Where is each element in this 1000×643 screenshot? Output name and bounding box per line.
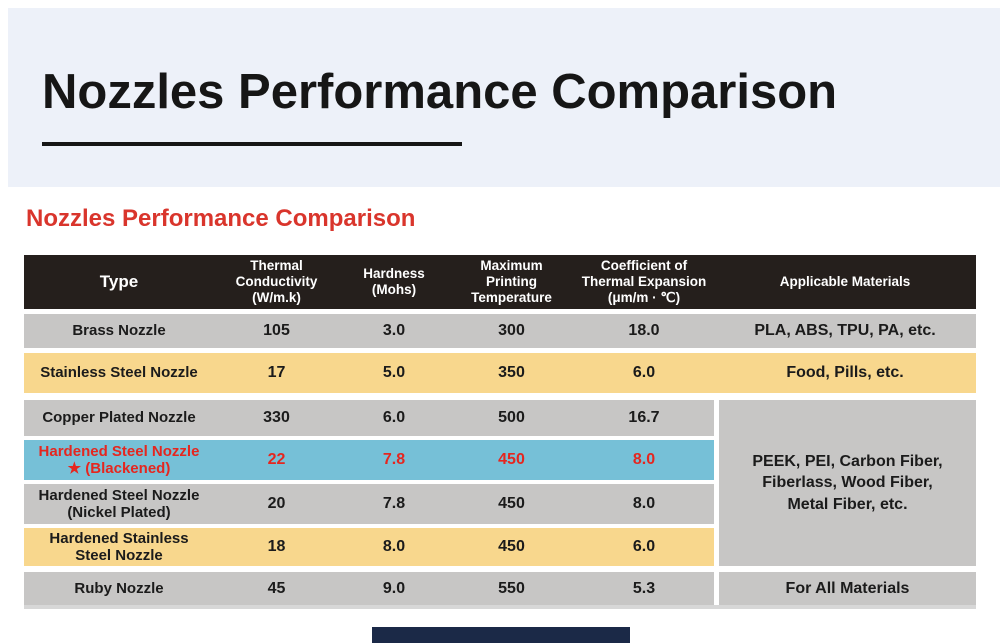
cell-type: Copper Plated Nozzle xyxy=(42,409,196,427)
cell-type: Hardened Stainless Steel Nozzle xyxy=(49,529,189,564)
cell-type: Ruby Nozzle xyxy=(74,579,164,597)
cell-hardness: 7.8 xyxy=(382,451,406,468)
cell-conductivity: 22 xyxy=(267,451,286,468)
cell-hardness: 9.0 xyxy=(382,579,406,597)
cell-hardness: 3.0 xyxy=(382,322,406,339)
cell-materials-merged: PEEK, PEI, Carbon Fiber, Fiberlass, Wood… xyxy=(719,400,976,566)
cell-max-temp: 350 xyxy=(498,364,525,381)
table-row-hardened-steel-nickel: Hardened Steel Nozzle (Nickel Plated) 20… xyxy=(24,484,714,524)
ruby-row-left: Ruby Nozzle 45 9.0 550 5.3 xyxy=(24,572,714,605)
cell-type: Stainless Steel Nozzle xyxy=(40,364,198,382)
header-type: Type xyxy=(99,271,139,291)
header-max-printing-temperature: Maximum Printing Temperature xyxy=(471,258,552,305)
hero-banner: Nozzles Performance Comparison xyxy=(8,8,1000,187)
header-applicable-materials: Applicable Materials xyxy=(779,274,911,290)
cell-materials: Food, Pills, etc. xyxy=(786,364,904,381)
cell-hardness: 6.0 xyxy=(382,409,406,426)
cell-expansion: 8.0 xyxy=(632,495,656,512)
table-bottom-shadow xyxy=(24,605,976,609)
cell-materials: PLA, ABS, TPU, PA, etc. xyxy=(754,322,936,339)
cell-conductivity: 45 xyxy=(267,579,286,597)
merged-rows-block: Copper Plated Nozzle 330 6.0 500 16.7 Ha… xyxy=(24,400,976,566)
cell-type: Hardened Steel Nozzle (Nickel Plated) xyxy=(38,486,200,521)
cell-hardness: 8.0 xyxy=(382,538,406,555)
cell-max-temp: 450 xyxy=(498,451,525,468)
table-row-stainless-steel: Stainless Steel Nozzle 17 5.0 350 6.0 Fo… xyxy=(24,353,976,393)
cell-conductivity: 20 xyxy=(267,495,286,512)
cell-expansion: 5.3 xyxy=(632,579,656,597)
page-title: Nozzles Performance Comparison xyxy=(42,65,838,119)
cell-expansion: 6.0 xyxy=(632,538,656,555)
header-thermal-expansion: Coefficient of Thermal Expansion (μm/m ·… xyxy=(581,258,707,305)
cell-type: Brass Nozzle xyxy=(72,322,166,340)
title-underline xyxy=(42,142,462,146)
nozzle-comparison-table: Type Thermal Conductivity (W/m.k) Hardne… xyxy=(24,255,976,609)
header-thermal-conductivity: Thermal Conductivity (W/m.k) xyxy=(235,258,318,305)
table-row-ruby: Ruby Nozzle 45 9.0 550 5.3 For All Mater… xyxy=(24,572,976,605)
cell-type-highlighted: Hardened Steel Nozzle ★ (Blackened) xyxy=(38,442,200,477)
table-row-hardened-steel-blackened: Hardened Steel Nozzle ★ (Blackened) 22 7… xyxy=(24,440,714,480)
table-row-brass: Brass Nozzle 105 3.0 300 18.0 PLA, ABS, … xyxy=(24,314,976,348)
cell-max-temp: 450 xyxy=(498,495,525,512)
table-header-row: Type Thermal Conductivity (W/m.k) Hardne… xyxy=(24,255,976,309)
cell-expansion: 8.0 xyxy=(632,451,656,468)
cell-conductivity: 18 xyxy=(267,538,286,555)
cell-conductivity: 17 xyxy=(267,364,286,381)
cell-expansion: 18.0 xyxy=(628,322,660,339)
cell-expansion: 6.0 xyxy=(632,364,656,381)
cell-conductivity: 105 xyxy=(263,322,290,339)
cell-hardness: 7.8 xyxy=(382,495,406,512)
cell-max-temp: 550 xyxy=(498,579,525,597)
merged-rows-left: Copper Plated Nozzle 330 6.0 500 16.7 Ha… xyxy=(24,400,714,566)
table-row-copper-plated: Copper Plated Nozzle 330 6.0 500 16.7 xyxy=(24,400,714,436)
header-hardness: Hardness (Mohs) xyxy=(363,266,425,297)
cell-hardness: 5.0 xyxy=(382,364,406,381)
cell-expansion: 16.7 xyxy=(628,409,660,426)
section-heading: Nozzles Performance Comparison xyxy=(26,205,416,232)
cell-materials: For All Materials xyxy=(719,572,976,605)
footer-bar xyxy=(372,627,630,643)
cell-conductivity: 330 xyxy=(263,409,290,426)
cell-max-temp: 450 xyxy=(498,538,525,555)
table-row-hardened-stainless: Hardened Stainless Steel Nozzle 18 8.0 4… xyxy=(24,528,714,566)
cell-max-temp: 500 xyxy=(498,409,525,426)
cell-max-temp: 300 xyxy=(498,322,525,339)
